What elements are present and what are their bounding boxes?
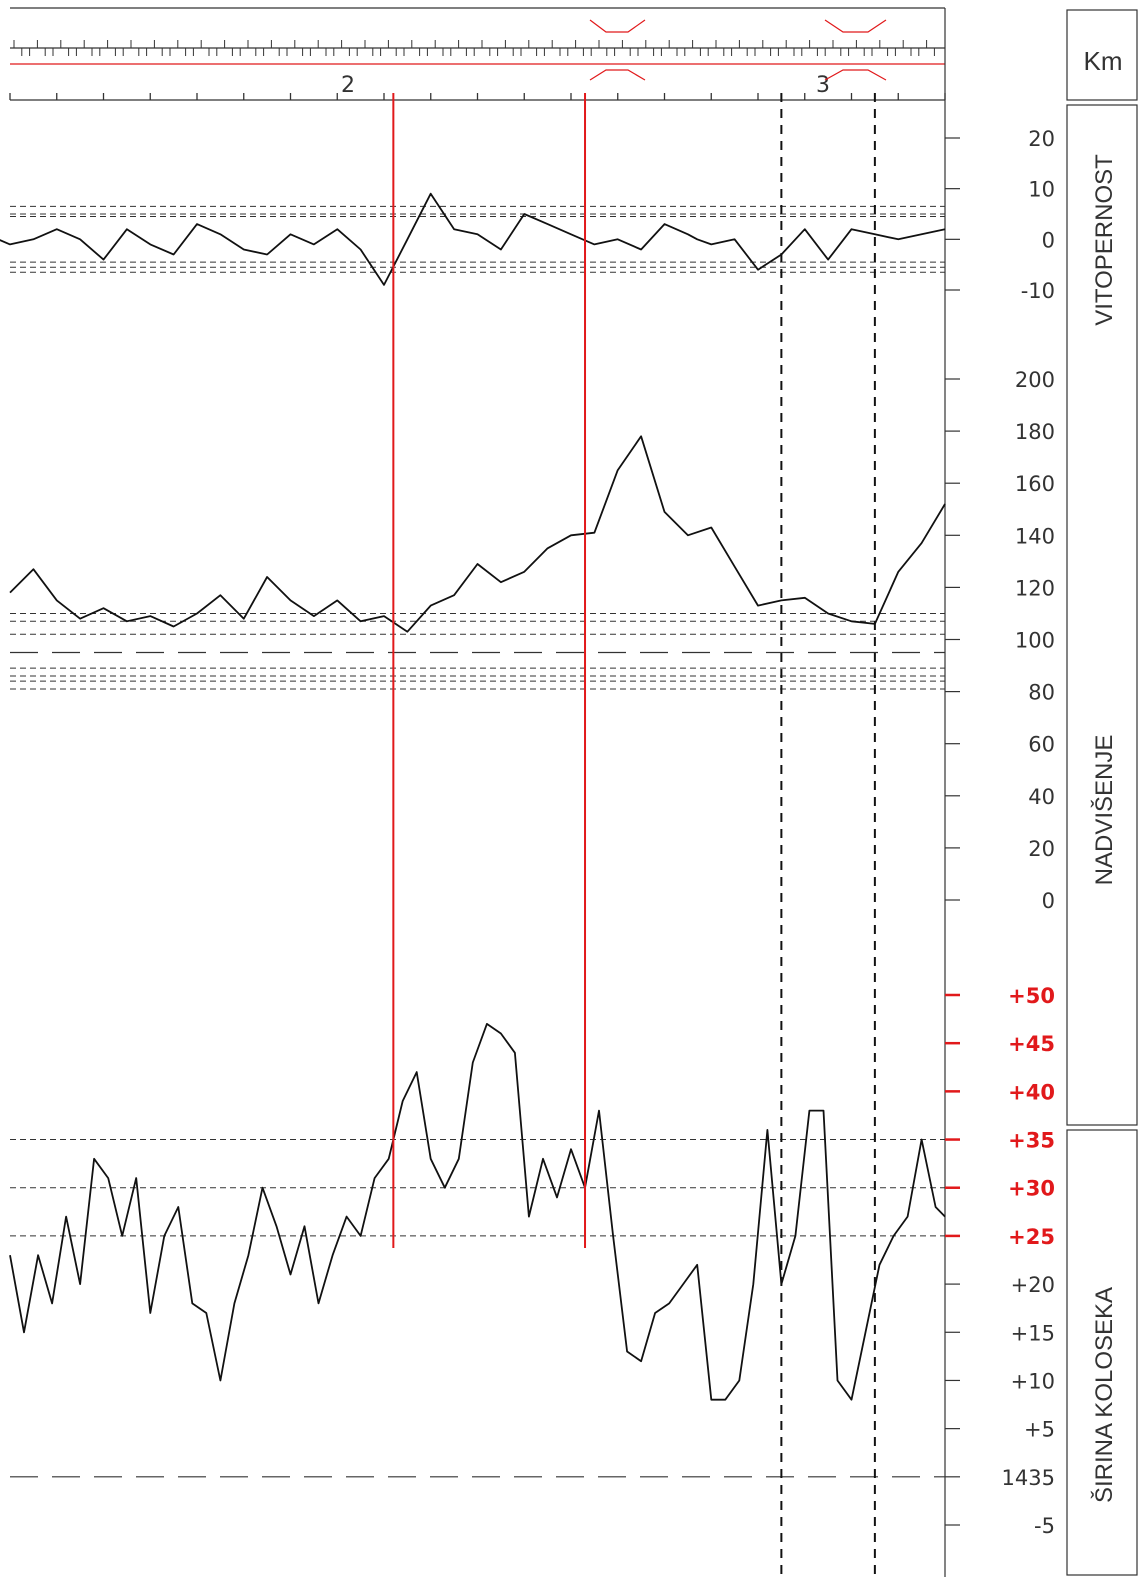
y-tick-label: +50 xyxy=(1008,984,1055,1008)
y-tick-label: 200 xyxy=(1015,368,1055,392)
y-tick-label: 180 xyxy=(1015,420,1055,444)
label-nadvisenje: NADVIŠENJE xyxy=(1090,735,1118,886)
y-tick-label: +10 xyxy=(1011,1369,1055,1393)
y-tick-label: 60 xyxy=(1028,733,1055,757)
y-tick-label: 100 xyxy=(1015,629,1055,653)
curve-marker-2-bottom xyxy=(824,69,887,81)
curve-marker-red xyxy=(589,19,887,81)
series-line-sirina-koloseka xyxy=(9,1023,946,1401)
y-tick-label: -10 xyxy=(1021,279,1055,303)
y-tick-label: +20 xyxy=(1011,1273,1055,1297)
y-tick-label: +5 xyxy=(1024,1418,1055,1442)
curve-marker-2-top xyxy=(824,19,887,33)
y-tick-label: 0 xyxy=(1042,889,1055,913)
markers xyxy=(392,93,876,1577)
panel-km xyxy=(1066,9,1138,101)
y-tick-label: 140 xyxy=(1015,524,1055,548)
y-tick-label: 160 xyxy=(1015,472,1055,496)
panel-vitopernost-nadvisenje xyxy=(1066,104,1138,1126)
km-tick-label-3: 3 xyxy=(816,73,830,98)
y-tick-label: +25 xyxy=(1008,1225,1055,1249)
y-tick-label: 120 xyxy=(1015,576,1055,600)
km-tick-label-2: 2 xyxy=(341,73,355,98)
y-tick-label: -5 xyxy=(1034,1514,1055,1538)
km-ticks xyxy=(9,93,946,100)
panel-sirina xyxy=(1066,1129,1138,1576)
y-tick-label: +45 xyxy=(1008,1032,1055,1056)
y-tick-label: 20 xyxy=(1028,127,1055,151)
ruler-marks xyxy=(13,40,935,56)
y-tick-label: +40 xyxy=(1008,1080,1055,1104)
y-tick-label: 80 xyxy=(1028,681,1055,705)
plots: 20100-10200180160140120100806040200+50+4… xyxy=(0,127,1055,1538)
series-line-vitopernost xyxy=(0,192,946,286)
y-tick-label: 10 xyxy=(1028,178,1055,202)
km-ruler: 2 3 xyxy=(9,19,946,101)
panel-sirina-koloseka: +50 +45 +40 +35 +30 +25 +20 +15 +10 +5 1435 -5 xyxy=(9,984,1055,1538)
panel-vitopernost: 20 10 0 -10 xyxy=(0,127,1055,303)
series-line-nadvisenje xyxy=(9,435,946,633)
km-axis-label: Km xyxy=(1084,46,1123,76)
label-vitopernost: VITOPERNOST xyxy=(1091,154,1118,326)
y-tick-label: 1435 xyxy=(1002,1466,1055,1490)
curve-marker-1-top xyxy=(589,19,646,33)
label-sirina-koloseka: ŠIRINA KOLOSEKA xyxy=(1090,1287,1118,1503)
y-tick-label: 20 xyxy=(1028,837,1055,861)
y-tick-label: +15 xyxy=(1011,1321,1055,1345)
y-tick-label: +35 xyxy=(1008,1129,1055,1153)
y-tick-label: 0 xyxy=(1042,228,1055,252)
y-tick-label: +30 xyxy=(1008,1177,1055,1201)
curve-marker-1-bottom xyxy=(589,69,646,81)
y-tick-label: 40 xyxy=(1028,785,1055,809)
